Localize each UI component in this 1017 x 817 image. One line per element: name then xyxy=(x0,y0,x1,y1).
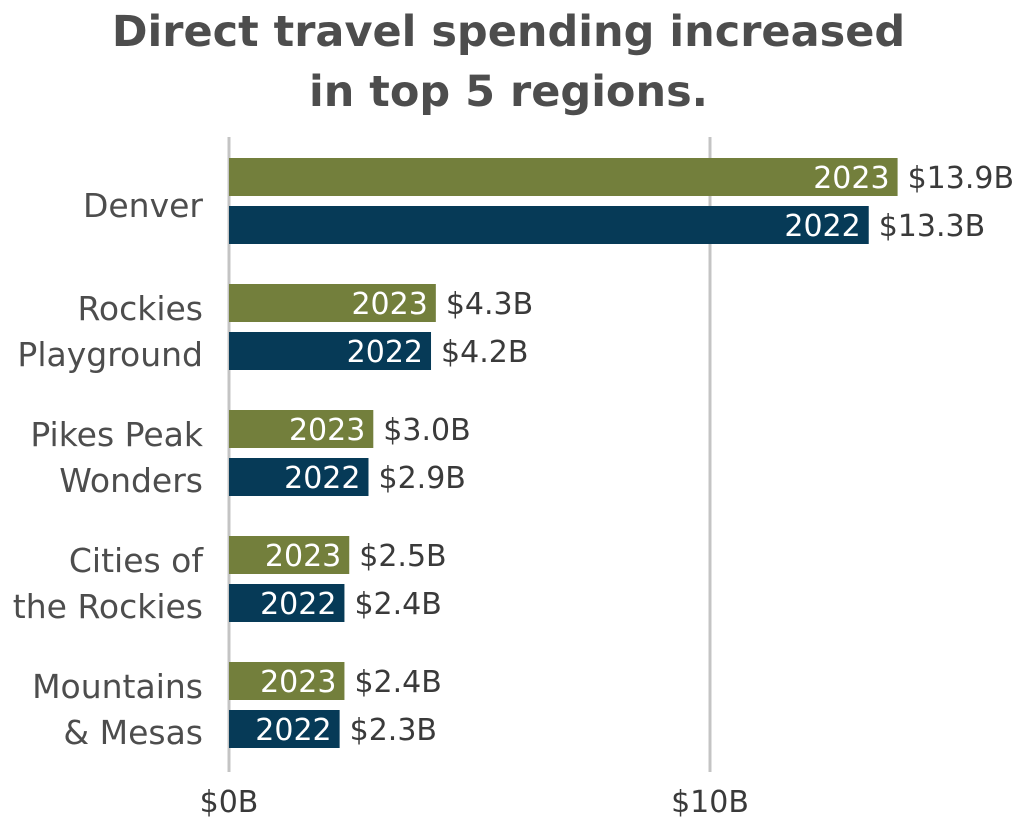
chart-title-line-1: Direct travel spending increased xyxy=(111,7,906,57)
bar xyxy=(229,536,350,574)
chart-title: Direct travel spending increased in top … xyxy=(0,2,1017,122)
category-label: Rockies xyxy=(77,289,203,328)
bar-series-label: 2022 xyxy=(784,209,860,244)
bar xyxy=(229,710,340,748)
bar-value-label: $13.3B xyxy=(879,209,985,244)
bar xyxy=(229,332,432,370)
category-label: & Mesas xyxy=(63,713,203,752)
bar xyxy=(229,284,436,322)
bar-value-label: $2.9B xyxy=(378,461,465,496)
bar-series-label: 2022 xyxy=(347,335,423,370)
bar xyxy=(229,458,369,496)
bar xyxy=(229,662,345,700)
bar-series-label: 2023 xyxy=(813,161,889,196)
bar-series-label: 2023 xyxy=(260,665,336,700)
x-tick-label: $0B xyxy=(200,785,259,817)
bar-value-label: $2.4B xyxy=(354,587,441,622)
category-label: Mountains xyxy=(32,667,203,706)
chart-title-line-2: in top 5 regions. xyxy=(308,67,709,117)
bar-value-label: $2.5B xyxy=(359,539,446,574)
bar xyxy=(229,158,898,196)
bar xyxy=(229,410,374,448)
category-label: Pikes Peak xyxy=(30,415,204,454)
bar-series-label: 2022 xyxy=(255,713,331,748)
bar-series-label: 2023 xyxy=(289,413,365,448)
bar-series-label: 2023 xyxy=(351,287,427,322)
bar-value-label: $3.0B xyxy=(383,413,470,448)
category-label: Denver xyxy=(83,186,203,225)
bar xyxy=(229,584,345,622)
category-label: Playground xyxy=(17,335,203,374)
category-label: Cities of xyxy=(69,541,204,580)
bar xyxy=(229,206,869,244)
category-label: the Rockies xyxy=(13,587,203,626)
bar-series-label: 2022 xyxy=(260,587,336,622)
bar-value-label: $4.3B xyxy=(446,287,533,322)
bar-value-label: $13.9B xyxy=(908,161,1014,196)
bar-value-label: $2.3B xyxy=(350,713,437,748)
x-tick-label: $10B xyxy=(671,785,749,817)
bar-value-label: $2.4B xyxy=(354,665,441,700)
bar-series-label: 2023 xyxy=(265,539,341,574)
bar-value-label: $4.2B xyxy=(441,335,528,370)
bar-series-label: 2022 xyxy=(284,461,360,496)
category-label: Wonders xyxy=(59,461,203,500)
